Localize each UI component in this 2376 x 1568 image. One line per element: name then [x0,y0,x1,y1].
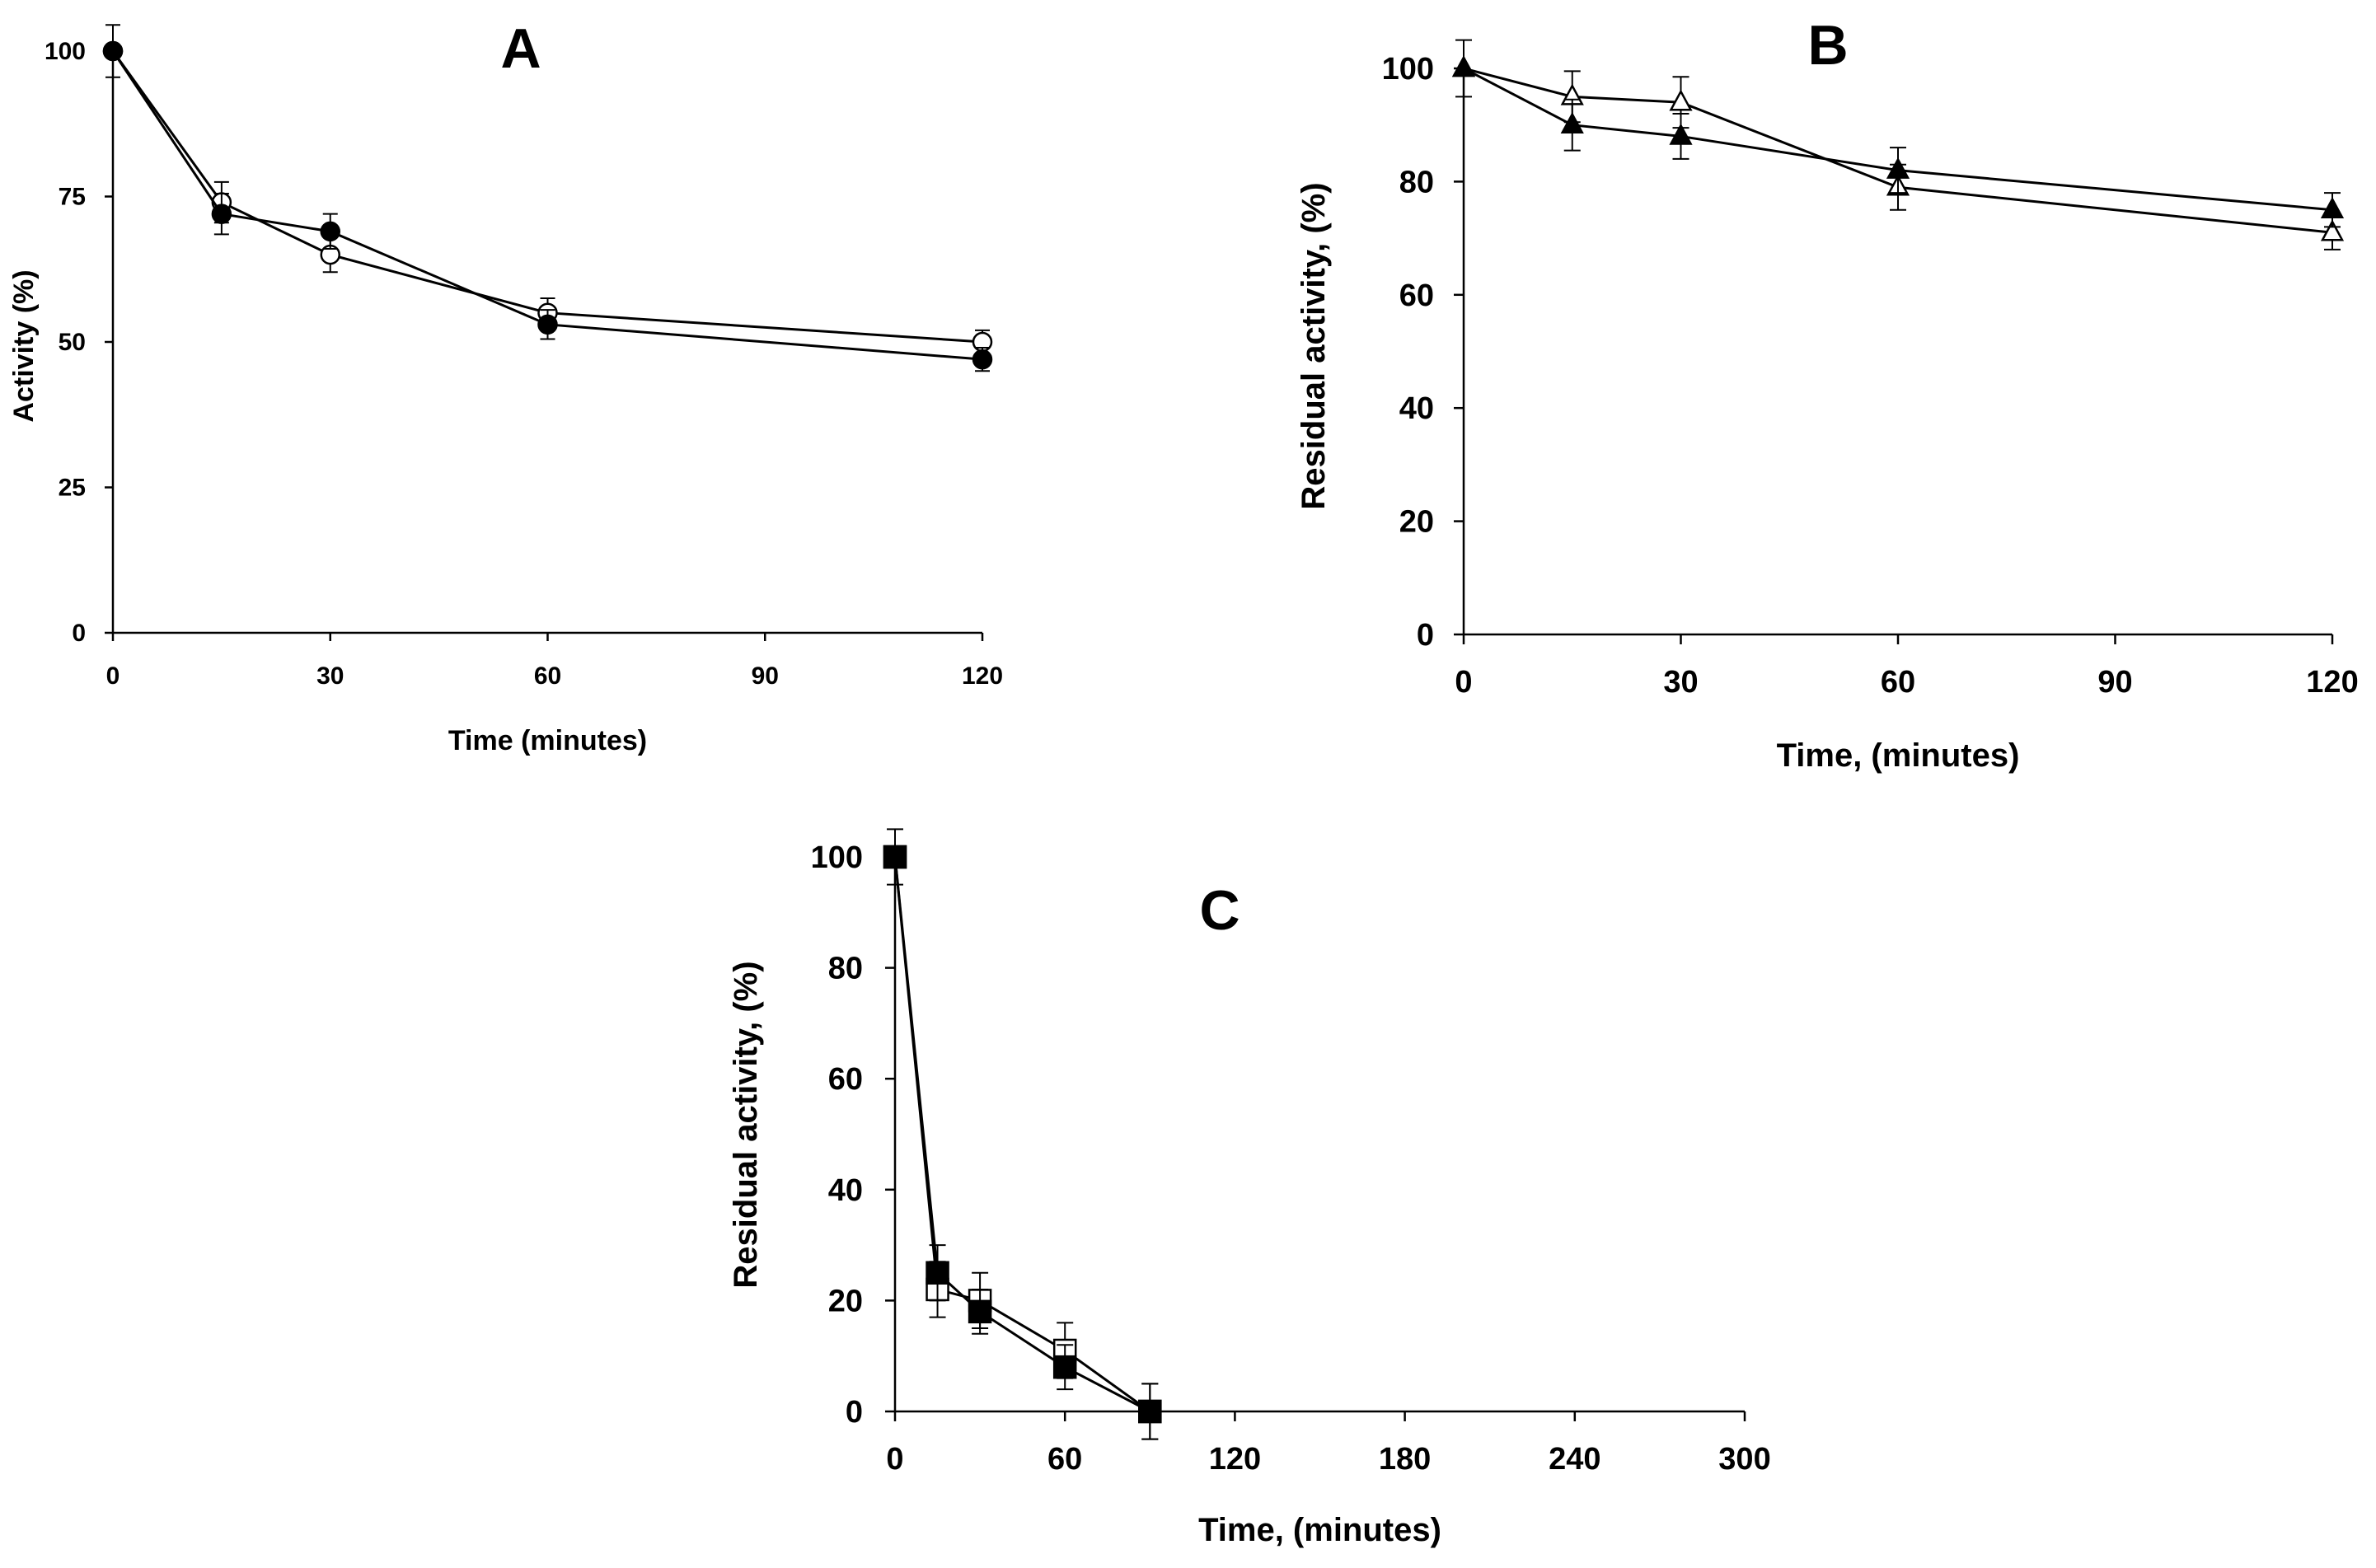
x-tick-label: 120 [2306,665,2358,700]
x-tick-label: 120 [962,662,1003,690]
x-tick-label: 0 [886,1442,903,1477]
x-tick-label: 90 [2097,665,2132,700]
x-axis-label: Time, (minutes) [1777,737,2020,774]
series-square-filled [883,845,1162,1440]
x-tick-label: 60 [1881,665,1915,700]
data-point [926,1261,949,1285]
series-triangle-filled [1451,55,2345,228]
y-tick-label: 40 [828,1173,863,1208]
y-tick-label: 80 [828,952,863,986]
panel-label: B [1807,14,1848,77]
y-tick-label: 50 [59,329,86,356]
data-point [1560,111,1584,133]
x-tick-label: 30 [1663,665,1698,700]
series-square-open [883,828,1162,1440]
x-tick-label: 300 [1718,1442,1770,1477]
x-tick-label: 0 [1455,665,1472,700]
panel-a: A 0 30 60 90 120 0 25 50 75 100 Time (minutes) Activ… [8,17,1003,756]
y-tick-label: 100 [1382,52,1434,87]
y-tick-label: 60 [1399,278,1434,313]
x-axis-label: Time, (minutes) [1198,1512,1441,1548]
y-tick-label: 0 [1417,618,1434,653]
y-axis-label: Activity (%) [8,269,40,422]
data-point [1052,1355,1077,1379]
data-point [537,314,558,335]
data-point [2320,196,2345,218]
series-line [893,856,1151,1413]
data-point [972,349,993,370]
data-point [1669,89,1693,111]
data-point [2320,219,2345,241]
panel-c: C 0 60 120 180 240 300 0 20 40 60 80 100 Time, (minut… [728,828,1771,1548]
data-point [1886,157,1910,179]
data-point [102,40,124,62]
panel-label: C [1199,879,1240,942]
y-tick-label: 20 [828,1284,863,1318]
panel-label: A [500,17,541,80]
data-point [320,221,340,242]
series-circle-filled [102,40,993,372]
data-point [1138,1399,1162,1424]
x-tick-label: 240 [1549,1442,1600,1477]
y-tick-label: 60 [828,1062,863,1097]
y-tick-label: 0 [846,1395,863,1430]
data-point [1451,55,1476,77]
x-tick-label: 60 [1047,1442,1082,1477]
y-tick-label: 40 [1399,391,1434,426]
x-tick-label: 120 [1209,1442,1261,1477]
data-point [211,204,232,224]
data-point [968,1299,992,1324]
y-axis-label: Residual activity, (%) [728,961,764,1288]
data-point [883,845,907,869]
x-tick-label: 180 [1379,1442,1431,1477]
x-tick-label: 30 [316,662,344,690]
data-point [1669,123,1693,145]
y-tick-label: 100 [45,38,86,65]
y-axis-label: Residual activity, (%) [1296,182,1332,509]
series-circle-open [102,24,993,355]
panel-b: B 0 30 60 90 120 0 20 40 60 80 100 Time, (minutes) Re… [1296,14,2359,774]
x-tick-label: 90 [752,662,779,690]
series-triangle-open [1451,39,2345,250]
y-tick-label: 75 [59,184,86,211]
x-tick-label: 0 [106,662,120,690]
series-line [893,856,1151,1413]
y-tick-label: 20 [1399,505,1434,540]
y-tick-label: 80 [1399,165,1434,199]
x-axis-label: Time (minutes) [448,725,647,756]
y-tick-label: 0 [72,620,86,647]
y-tick-label: 25 [59,475,86,502]
y-tick-label: 100 [811,840,863,875]
x-tick-label: 60 [534,662,561,690]
